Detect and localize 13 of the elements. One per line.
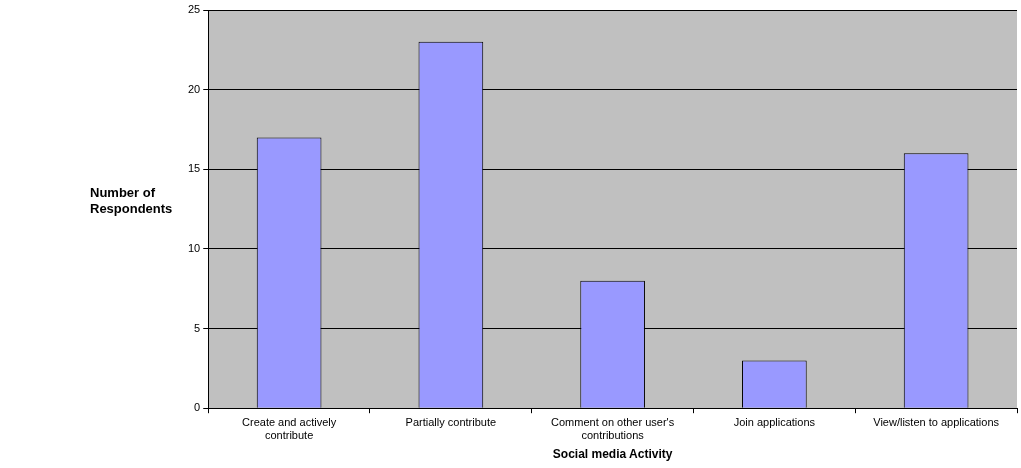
y-axis-title: Number of Respondents xyxy=(90,185,174,217)
y-tick-label: 10 xyxy=(187,241,201,254)
y-tick-label: 20 xyxy=(187,82,201,95)
x-tick-label: Create and actively contribute xyxy=(242,415,337,442)
y-tick-label: 0 xyxy=(194,401,201,414)
y-tick-label: 5 xyxy=(194,321,201,334)
x-tick-label: Join applications xyxy=(733,415,816,428)
x-axis-title: Social media Activity xyxy=(552,447,673,462)
y-tick-label: 15 xyxy=(187,162,201,175)
x-tick-label: Comment on other user's contributions xyxy=(551,415,675,442)
y-tick-label: 25 xyxy=(187,3,201,16)
x-tick-label: Partially contribute xyxy=(405,415,497,428)
x-tick-label: View/listen to applications xyxy=(873,415,1000,428)
